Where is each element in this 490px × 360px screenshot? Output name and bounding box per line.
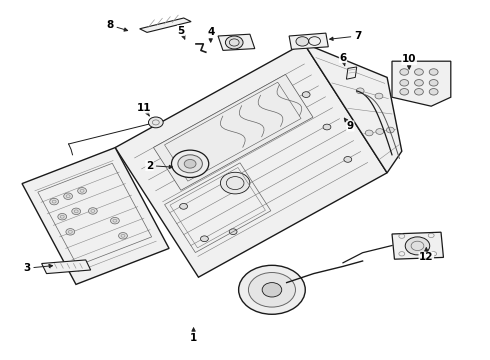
Circle shape: [89, 208, 97, 214]
Text: 2: 2: [146, 161, 172, 171]
Circle shape: [172, 150, 209, 177]
Circle shape: [220, 172, 250, 194]
Polygon shape: [22, 148, 169, 284]
Circle shape: [178, 155, 202, 173]
Circle shape: [302, 92, 310, 98]
Circle shape: [119, 233, 127, 239]
Text: 5: 5: [178, 26, 185, 39]
Circle shape: [429, 69, 438, 75]
Polygon shape: [289, 33, 328, 49]
Text: 8: 8: [107, 20, 127, 31]
Circle shape: [400, 89, 409, 95]
Circle shape: [405, 237, 430, 255]
Circle shape: [180, 203, 188, 209]
Polygon shape: [115, 43, 387, 277]
Text: 11: 11: [137, 103, 152, 116]
Circle shape: [429, 80, 438, 86]
Polygon shape: [42, 260, 91, 274]
Text: 12: 12: [419, 248, 434, 262]
Circle shape: [184, 159, 196, 168]
Text: 1: 1: [190, 328, 197, 343]
Circle shape: [58, 213, 67, 220]
Circle shape: [239, 265, 305, 314]
Circle shape: [375, 93, 383, 99]
Circle shape: [415, 80, 423, 86]
Circle shape: [200, 236, 208, 242]
Circle shape: [429, 89, 438, 95]
Circle shape: [376, 129, 384, 134]
Polygon shape: [153, 75, 313, 190]
Text: 7: 7: [330, 31, 362, 41]
Circle shape: [64, 193, 73, 199]
Circle shape: [50, 198, 59, 205]
Circle shape: [66, 229, 74, 235]
Text: 6: 6: [340, 53, 346, 66]
Polygon shape: [304, 43, 402, 173]
Circle shape: [387, 127, 394, 133]
Polygon shape: [218, 34, 255, 50]
Circle shape: [148, 117, 163, 128]
Circle shape: [365, 130, 373, 136]
Circle shape: [225, 36, 243, 49]
Circle shape: [77, 188, 86, 194]
Circle shape: [262, 283, 282, 297]
Text: 3: 3: [24, 263, 52, 273]
Circle shape: [400, 69, 409, 75]
Circle shape: [72, 208, 80, 215]
Circle shape: [415, 69, 423, 75]
Circle shape: [415, 89, 423, 95]
Circle shape: [296, 37, 309, 46]
Circle shape: [229, 229, 237, 235]
Circle shape: [356, 88, 364, 94]
Polygon shape: [346, 67, 357, 79]
Text: 9: 9: [344, 118, 354, 131]
Text: 10: 10: [402, 54, 416, 69]
Polygon shape: [140, 18, 191, 32]
Circle shape: [110, 217, 119, 224]
Polygon shape: [392, 61, 451, 106]
Circle shape: [400, 80, 409, 86]
Circle shape: [344, 157, 352, 162]
Circle shape: [323, 124, 331, 130]
Polygon shape: [392, 232, 443, 259]
Circle shape: [248, 273, 295, 307]
Text: 4: 4: [207, 27, 215, 42]
